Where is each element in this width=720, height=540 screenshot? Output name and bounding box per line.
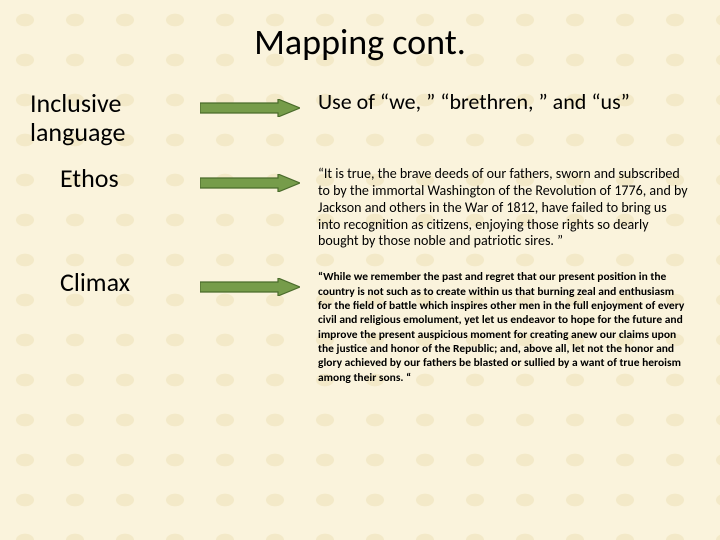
row-description: “It is true, the brave deeds of our fath… bbox=[310, 164, 690, 250]
arrow-container bbox=[190, 89, 310, 117]
mapping-row: Inclusive language Use of “we, ” “brethr… bbox=[30, 89, 690, 146]
slide: Mapping cont. Inclusive language Use of … bbox=[0, 0, 720, 540]
arrow-icon bbox=[200, 99, 300, 117]
arrow-container bbox=[190, 268, 310, 296]
mapping-row: Ethos “It is true, the brave deeds of ou… bbox=[30, 164, 690, 250]
mapping-row: Climax “While we remember the past and r… bbox=[30, 268, 690, 385]
arrow-icon bbox=[200, 174, 300, 192]
row-label: Ethos bbox=[30, 164, 190, 193]
row-description: “While we remember the past and regret t… bbox=[310, 268, 690, 385]
slide-title: Mapping cont. bbox=[30, 20, 690, 64]
row-label: Inclusive language bbox=[30, 89, 190, 146]
arrow-container bbox=[190, 164, 310, 192]
row-label: Climax bbox=[30, 268, 190, 297]
row-description: Use of “we, ” “brethren, ” and “us” bbox=[310, 89, 690, 115]
arrow-icon bbox=[200, 278, 300, 296]
